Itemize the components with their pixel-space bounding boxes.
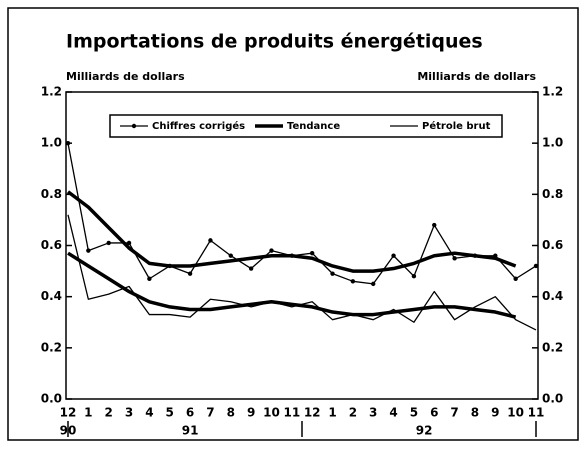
x-tick-label: 7 — [206, 406, 214, 420]
y2-axis-label: Milliards de dollars — [417, 70, 536, 83]
data-point — [533, 263, 539, 269]
frame — [7, 7, 579, 441]
data-point — [126, 240, 132, 246]
y2-tick-label: 0.8 — [542, 187, 563, 201]
year-label: 90 — [60, 424, 77, 438]
y2-tick-label: 1.2 — [542, 85, 563, 99]
data-point — [106, 240, 111, 246]
data-point — [350, 279, 356, 284]
data-point — [432, 222, 437, 228]
x-tick-label: 6 — [186, 406, 194, 420]
chart-title: Importations de produits énergétiques — [66, 31, 483, 53]
series-line — [67, 143, 537, 285]
series-line — [67, 251, 517, 319]
data-point — [330, 271, 335, 276]
x-tick-label: 10 — [263, 406, 280, 420]
legend-label: Pétrole brut — [422, 120, 491, 132]
y2-tick-label: 0.6 — [542, 238, 563, 252]
legend-marker — [131, 123, 137, 129]
y-tick-label: 0.6 — [41, 238, 62, 252]
data-point — [309, 250, 315, 256]
y2-tick-label: 0.2 — [542, 340, 563, 354]
y-tick-label: 0.0 — [41, 392, 62, 406]
series-line — [66, 190, 517, 273]
data-point — [452, 256, 457, 261]
x-tick-label: 1 — [328, 406, 336, 420]
y-tick-label: 0.8 — [41, 187, 62, 201]
x-tick-label: 4 — [389, 406, 397, 420]
legend-label: Tendance — [287, 121, 340, 132]
y-tick-label: 0.4 — [41, 289, 62, 303]
data-point — [411, 274, 417, 279]
x-tick-label: 3 — [125, 406, 133, 420]
x-tick-label: 5 — [410, 406, 418, 420]
x-tick-label: 11 — [528, 406, 545, 420]
data-point — [391, 253, 396, 258]
data-point — [513, 276, 518, 281]
x-tick-label: 7 — [450, 406, 458, 420]
y2-tick-label: 0.4 — [542, 289, 563, 303]
x-tick-label: 11 — [283, 406, 300, 420]
data-point — [248, 266, 254, 271]
series-line — [67, 214, 537, 331]
x-tick-label: 9 — [491, 406, 499, 420]
data-point — [269, 248, 274, 253]
y2-tick-label: 0.0 — [542, 392, 563, 406]
x-tick-label: 1 — [84, 406, 92, 420]
data-point — [187, 271, 193, 276]
data-point — [86, 248, 91, 253]
x-tick-label: 12 — [304, 406, 321, 420]
x-tick-label: 3 — [369, 406, 377, 420]
plot-area — [65, 91, 539, 400]
y2-tick-label: 1.0 — [542, 136, 563, 150]
year-label: 92 — [416, 424, 433, 438]
data-point — [65, 140, 71, 146]
y-tick-label: 1.0 — [41, 136, 62, 150]
legend-box — [109, 114, 503, 138]
data-point — [208, 238, 213, 243]
data-point — [147, 276, 152, 281]
y-axis-label: Milliards de dollars — [66, 70, 185, 83]
y-tick-label: 1.2 — [41, 85, 62, 99]
x-tick-label: 10 — [507, 406, 524, 420]
data-point — [371, 281, 376, 287]
year-label: 91 — [182, 424, 199, 438]
data-point — [228, 253, 233, 258]
x-tick-label: 9 — [247, 406, 255, 420]
x-tick-label: 12 — [60, 406, 77, 420]
x-tick-label: 5 — [166, 406, 174, 420]
legend-label: Chiffres corrigés — [152, 120, 245, 132]
x-tick-label: 2 — [349, 406, 357, 420]
x-tick-label: 2 — [105, 406, 113, 420]
x-tick-label: 8 — [471, 406, 479, 420]
x-tick-label: 4 — [145, 406, 153, 420]
x-tick-label: 8 — [227, 406, 235, 420]
y-tick-label: 0.2 — [41, 340, 62, 354]
x-tick-label: 6 — [430, 406, 438, 420]
